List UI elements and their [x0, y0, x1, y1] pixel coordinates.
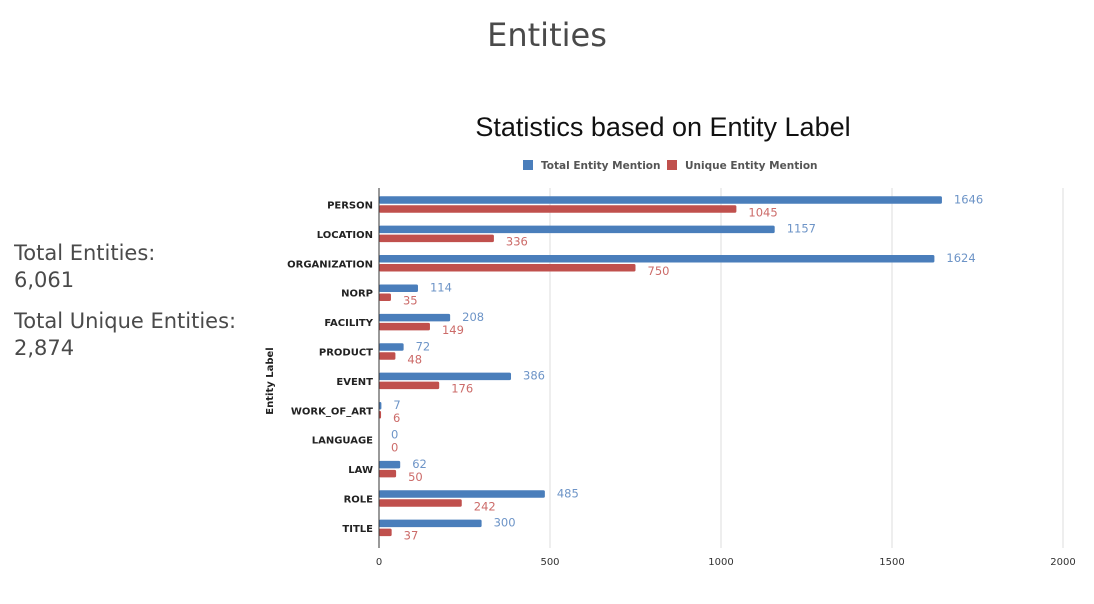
data-label-unique: 149	[442, 323, 464, 337]
unique-entities-label: Total Unique Entities:	[14, 309, 237, 333]
data-label-unique: 336	[506, 235, 528, 249]
bar-total-person	[379, 196, 942, 204]
y-axis-categories: PERSON LOCATION ORGANIZATION NORP FACILITY PR…	[287, 201, 374, 535]
data-label-total: 1157	[787, 222, 816, 236]
category-label: WORK_OF_ART	[291, 406, 373, 417]
bar-unique-organization	[379, 264, 636, 272]
data-label-total: 114	[430, 280, 452, 294]
data-label-unique: 0	[391, 440, 398, 454]
bar-unique-role	[379, 499, 462, 507]
total-entities-value: 6,061	[14, 268, 75, 292]
data-label-unique: 750	[648, 264, 670, 278]
category-label: PRODUCT	[319, 348, 373, 359]
data-label-total: 0	[391, 427, 398, 441]
x-tick-label: 1500	[879, 557, 904, 568]
category-label: LAW	[348, 465, 373, 476]
unique-entities-value: 2,874	[14, 336, 75, 360]
category-label: TITLE	[342, 524, 373, 535]
bar-unique-person	[379, 205, 737, 213]
data-label-unique: 176	[451, 382, 473, 396]
y-axis-title: Entity Label	[265, 347, 276, 414]
x-tick-label: 2000	[1050, 557, 1075, 568]
bar-unique-facility	[379, 322, 430, 331]
bar-unique-law	[379, 469, 397, 478]
legend-swatch-total	[523, 160, 533, 170]
data-label-unique: 48	[407, 352, 422, 366]
x-tick-label: 0	[376, 557, 382, 568]
bar-total-law	[379, 460, 401, 469]
bar-total-work_of_art	[379, 402, 382, 410]
bar-total-role	[379, 490, 545, 498]
unique-entities-stat: Total Unique Entities: 2,874	[14, 308, 240, 362]
bar-total-event	[379, 372, 512, 381]
data-label-total: 7	[393, 398, 400, 412]
data-label-total: 1646	[954, 192, 983, 206]
data-label-total: 1624	[946, 251, 975, 265]
category-label: PERSON	[327, 201, 373, 212]
bar-unique-norp	[379, 293, 391, 301]
bars	[379, 196, 942, 537]
total-entities-label: Total Entities:	[14, 241, 156, 265]
bar-total-norp	[379, 284, 418, 292]
category-label: LANGUAGE	[312, 436, 373, 447]
gridlines	[549, 188, 1064, 548]
bar-unique-event	[379, 381, 440, 390]
entity-label-chart: Statistics based on Entity Label Total E…	[265, 112, 1076, 568]
category-label: FACILITY	[324, 318, 373, 329]
category-label: LOCATION	[317, 230, 373, 241]
data-label-unique: 242	[474, 499, 496, 513]
category-label: NORP	[341, 289, 373, 300]
category-label: EVENT	[336, 377, 373, 388]
category-label: ORGANIZATION	[287, 259, 373, 270]
chart-title: Statistics based on Entity Label	[475, 112, 850, 142]
data-label-unique: 50	[408, 470, 423, 484]
data-label-unique: 6	[393, 411, 400, 425]
bar-total-location	[379, 225, 775, 234]
bar-unique-product	[379, 352, 396, 360]
data-label-total: 208	[462, 310, 484, 324]
data-labels: 1646104511573361624750114352081497248386…	[391, 192, 983, 542]
data-label-total: 62	[412, 457, 427, 471]
data-label-unique: 1045	[748, 205, 777, 219]
data-label-total: 72	[416, 339, 431, 353]
category-label: ROLE	[344, 495, 374, 506]
data-label-unique: 37	[404, 529, 419, 543]
entity-stats: Total Entities: 6,061 Total Unique Entit…	[14, 240, 240, 376]
x-tick-label: 1000	[708, 557, 733, 568]
bar-unique-location	[379, 234, 494, 243]
bar-total-product	[379, 343, 404, 351]
bar-unique-work_of_art	[379, 411, 382, 419]
data-label-total: 485	[557, 486, 579, 500]
legend-label-unique: Unique Entity Mention	[685, 160, 818, 172]
chart-legend: Total Entity Mention Unique Entity Menti…	[523, 160, 818, 172]
legend-label-total: Total Entity Mention	[541, 160, 660, 172]
x-tick-label: 500	[540, 557, 559, 568]
page-title: Entities	[487, 16, 607, 54]
x-axis-ticks: 0 500 1000 1500 2000	[376, 557, 1076, 568]
bar-unique-title	[379, 528, 392, 537]
bar-total-facility	[379, 313, 451, 322]
legend-swatch-unique	[667, 160, 677, 170]
bar-total-organization	[379, 255, 935, 263]
data-label-total: 386	[523, 369, 545, 383]
data-label-unique: 35	[403, 293, 418, 307]
bar-total-title	[379, 519, 482, 528]
data-label-total: 300	[494, 516, 516, 530]
total-entities-stat: Total Entities: 6,061	[14, 240, 240, 294]
